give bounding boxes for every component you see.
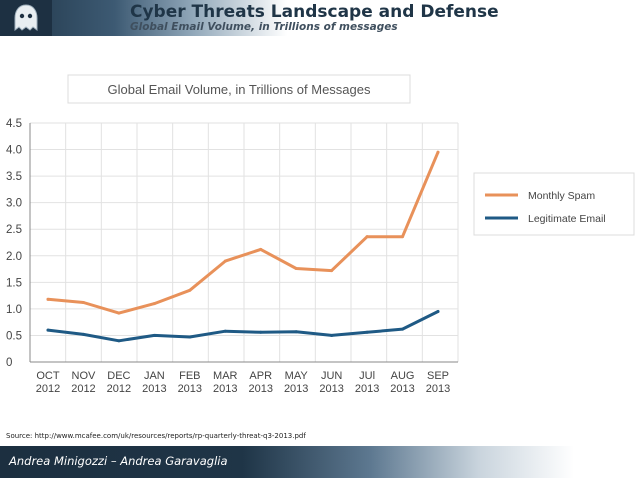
legend: Monthly Spam Legitimate Email [485,190,606,225]
data-point [259,330,263,334]
x-tick-label-month: SEP [427,370,449,382]
legend-label: Monthly Spam [528,190,595,202]
data-point [46,328,50,332]
data-point [188,335,192,339]
data-point [365,330,369,334]
y-tick-label: 2.5 [6,224,22,236]
series-line [46,150,440,315]
series-layer [46,150,440,343]
email-volume-chart: Global Email Volume, in Trillions of Mes… [6,74,635,395]
x-tick-label-year: 2013 [248,383,272,395]
data-point [117,311,121,315]
data-point [294,267,298,271]
data-point [436,310,440,314]
x-tick-label-month: MAY [285,370,309,382]
x-tick-label-year: 2013 [319,383,343,395]
y-tick-label: 1.0 [6,304,22,316]
x-tick-label-month: MAR [213,370,238,382]
data-point [152,333,156,337]
data-point [46,297,50,301]
x-tick-label-month: JUl [359,370,375,382]
data-point [223,329,227,333]
data-point [401,235,405,239]
grid-layer [29,122,459,363]
logo [0,0,52,36]
x-tick-label-month: JUN [321,370,342,382]
chart-title: Global Email Volume, in Trillions of Mes… [107,82,371,97]
data-point [152,302,156,306]
page-title: Cyber Threats Landscape and Defense [130,2,499,22]
chart-title-box [67,74,411,104]
y-tick-label: 3.0 [6,198,22,210]
x-tick-label-month: APR [249,370,272,382]
data-point [117,339,121,343]
legend-box [473,172,635,236]
x-tick-label-month: DEC [107,370,130,382]
x-tick-label-month: NOV [72,370,97,382]
x-tick-label-month: AUG [391,370,415,382]
y-tick-label: 2.0 [6,251,22,263]
legend-label: Legitimate Email [528,213,606,225]
data-point [81,301,85,305]
y-tick-label: 4.5 [6,118,22,130]
data-point [223,259,227,263]
x-tick-label-year: 2013 [142,383,166,395]
y-tick-label: 0 [6,357,12,369]
data-point [401,327,405,331]
header-band [0,0,638,36]
data-point [330,333,334,337]
footer-authors: Andrea Minigozzi – Andrea Garavaglia [9,454,228,468]
data-point [330,269,334,273]
data-point [81,332,85,336]
x-tick-label-year: 2013 [213,383,237,395]
footer-band [0,446,638,478]
x-tick-label-year: 2012 [107,383,131,395]
x-tick-label-year: 2013 [426,383,450,395]
y-tick-label: 3.5 [6,171,22,183]
x-tick-label-month: JAN [144,370,165,382]
data-point [294,330,298,334]
x-tick-label-year: 2012 [71,383,95,395]
x-tick-label-month: OCT [36,370,60,382]
data-point [188,288,192,292]
x-tick-label-year: 2013 [355,383,379,395]
x-tick-label-year: 2012 [36,383,60,395]
series-line [46,310,440,343]
y-axis: 4.5 4.0 3.5 3.0 2.5 2.0 1.5 1.0 0.5 0 [6,118,22,369]
ghost-icon [14,4,38,31]
x-tick-label-month: FEB [179,370,200,382]
data-point [436,150,440,154]
page-subtitle: Global Email Volume, in Trillions of mes… [130,21,398,33]
data-point [259,247,263,251]
x-axis: OCT2012NOV2012DEC2012JAN2013FEB2013MAR20… [36,370,450,395]
source-note: Source: http://www.mcafee.com/uk/resourc… [6,432,306,440]
x-tick-label-year: 2013 [178,383,202,395]
data-point [365,235,369,239]
y-tick-label: 1.5 [6,277,22,289]
y-tick-label: 4.0 [6,145,22,157]
x-tick-label-year: 2013 [390,383,414,395]
x-tick-label-year: 2013 [284,383,308,395]
y-tick-label: 0.5 [6,330,22,342]
